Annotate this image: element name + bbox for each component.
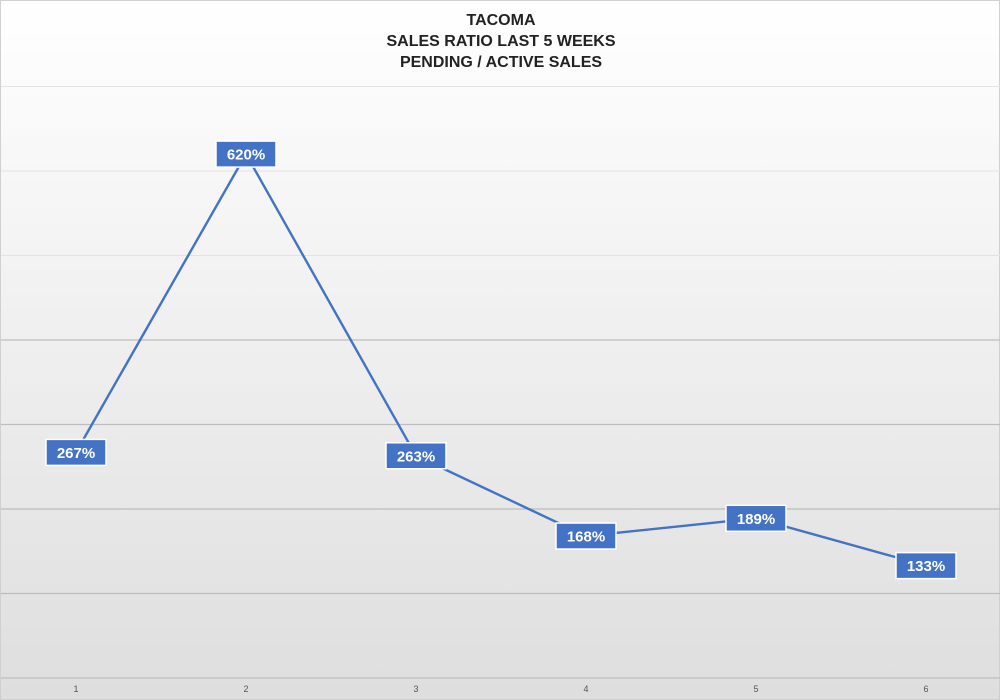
data-label-text: 168% xyxy=(567,529,605,546)
x-tick-label: 4 xyxy=(583,684,588,694)
data-label-box xyxy=(555,522,617,550)
data-label-3: 263% xyxy=(385,442,447,470)
x-tick-label: 3 xyxy=(413,684,418,694)
data-label-text: 267% xyxy=(57,445,95,462)
data-label-text: 263% xyxy=(397,448,435,465)
chart-title-line-2: SALES RATIO LAST 5 WEEKS xyxy=(386,33,616,50)
data-label-text: 620% xyxy=(227,147,265,164)
chart-title-line-1: TACOMA xyxy=(466,12,536,29)
data-label-2: 620% xyxy=(215,140,277,168)
x-tick-label: 1 xyxy=(73,684,78,694)
data-label-5: 189% xyxy=(725,504,787,533)
data-label-box xyxy=(45,438,107,467)
x-tick-label: 5 xyxy=(753,684,758,694)
data-label-1: 267% xyxy=(45,438,107,467)
data-label-4: 168% xyxy=(555,522,617,550)
chart-title: TACOMA SALES RATIO LAST 5 WEEKS PENDING … xyxy=(1,10,1000,73)
x-tick-label: 6 xyxy=(923,684,928,694)
data-label-text: 133% xyxy=(907,558,945,575)
series-line xyxy=(74,152,928,567)
x-tick-label: 2 xyxy=(243,684,248,694)
chart-title-line-3: PENDING / ACTIVE SALES xyxy=(399,54,603,71)
data-label-box xyxy=(215,140,277,168)
data-label-6: 133% xyxy=(895,551,957,580)
data-label-text: 189% xyxy=(737,511,775,528)
data-label-box xyxy=(725,504,787,533)
data-label-box xyxy=(385,442,447,470)
data-label-box xyxy=(895,551,957,580)
